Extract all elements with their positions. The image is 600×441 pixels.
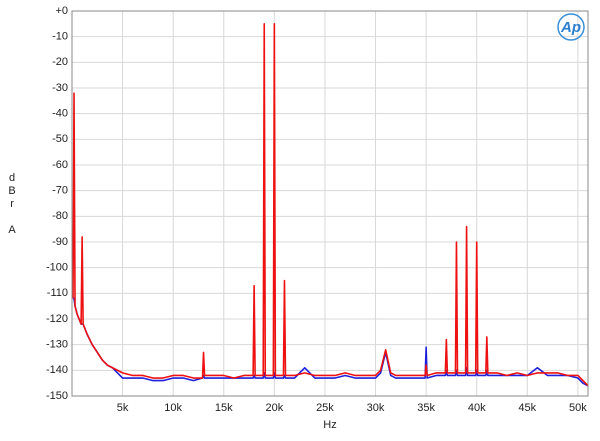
x-tick-label: 25k <box>316 402 334 414</box>
x-axis-label: Hz <box>323 419 336 431</box>
x-tick-label: 50k <box>569 402 587 414</box>
y-tick-label: -150 <box>46 390 68 402</box>
logo: Ap <box>560 19 581 36</box>
x-tick-label: 10k <box>164 402 182 414</box>
y-tick-label: -100 <box>46 262 68 274</box>
grid <box>72 10 588 397</box>
y-axis-label: dBr A <box>6 172 18 237</box>
y-tick-label: -20 <box>52 56 68 68</box>
plot-lines <box>72 23 589 387</box>
y-tick-label: -110 <box>47 287 68 299</box>
y-tick-label: -40 <box>52 108 68 120</box>
x-tick-label: 45k <box>518 402 536 414</box>
y-tick-label: -120 <box>46 313 68 325</box>
plot-frame <box>71 10 589 397</box>
y-tick-label: -30 <box>52 82 68 94</box>
x-tick-label: 20k <box>265 402 283 414</box>
x-tick-label: 15k <box>215 402 233 414</box>
y-tick-label: -90 <box>52 236 68 248</box>
y-tick-label: -70 <box>52 185 68 197</box>
series-line <box>72 23 589 387</box>
y-tick-label: -130 <box>46 339 68 351</box>
x-tick-label: 40k <box>468 402 486 414</box>
y-tick-label: -140 <box>46 364 68 376</box>
x-tick-label: 35k <box>417 402 435 414</box>
y-tick-label: -80 <box>52 210 68 222</box>
x-tick-label: 5k <box>117 402 129 414</box>
y-tick-label: -50 <box>52 133 68 145</box>
x-tick-label: 30k <box>367 402 385 414</box>
y-tick-label: -60 <box>52 159 68 171</box>
y-tick-label: -10 <box>52 31 68 43</box>
logo-ring <box>557 13 585 41</box>
series-line <box>73 297 589 387</box>
y-tick-label: +0 <box>55 5 68 17</box>
